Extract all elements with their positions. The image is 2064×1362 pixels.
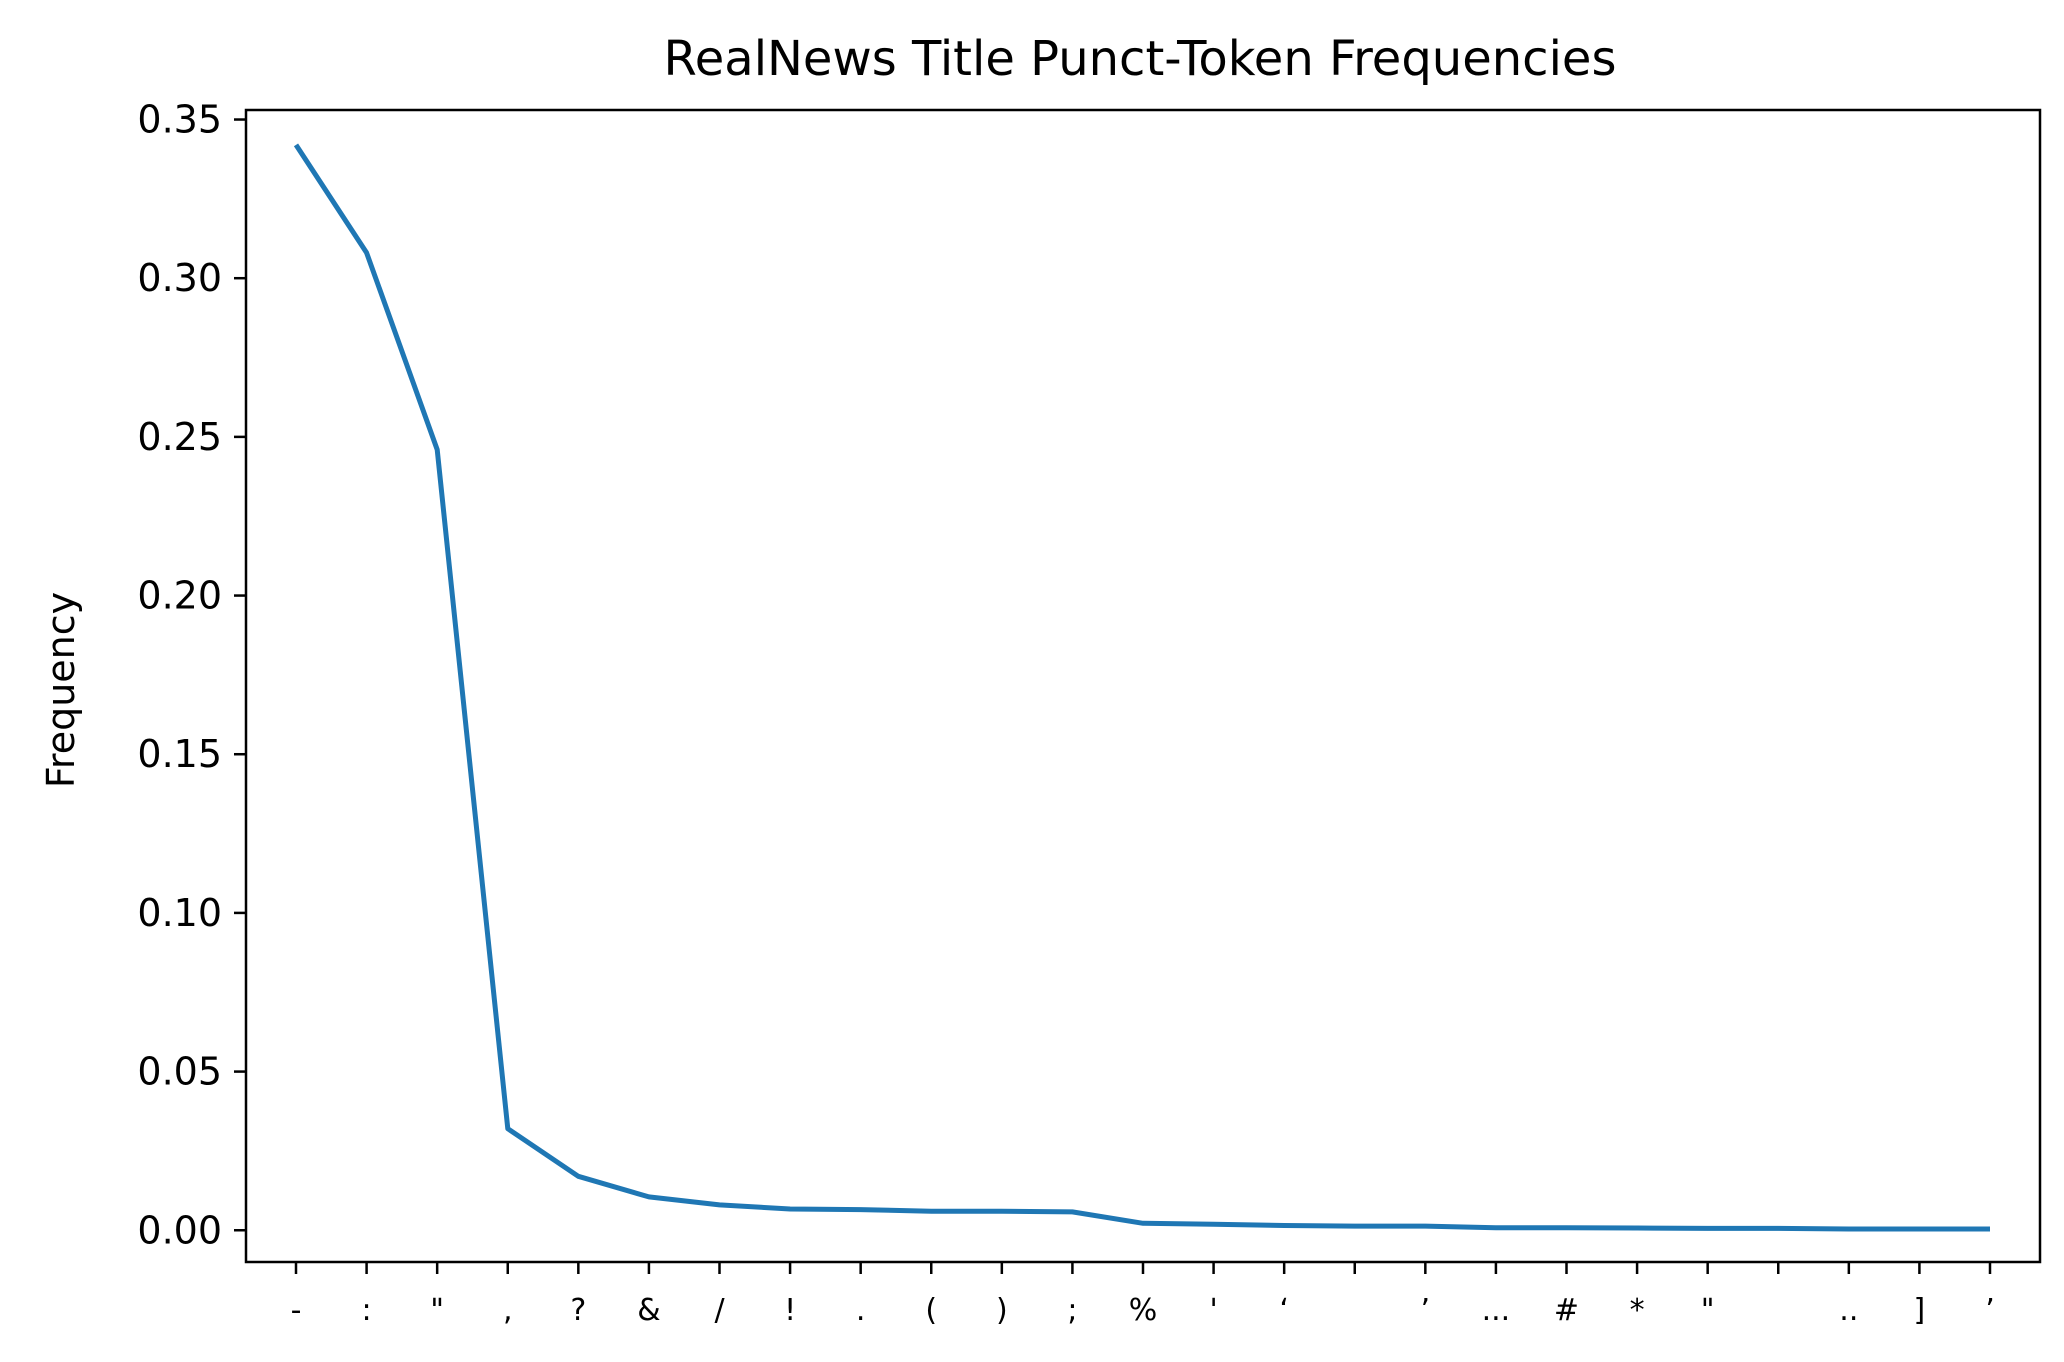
x-tick-label: :	[362, 1293, 372, 1328]
y-tick-label: 0.10	[137, 891, 222, 935]
x-tick-label: ..	[1839, 1293, 1858, 1328]
y-tick-label: 0.00	[137, 1208, 222, 1252]
x-tick-label: -	[291, 1293, 302, 1328]
y-tick-label: 0.05	[137, 1050, 222, 1094]
plot-series	[293, 143, 1990, 1232]
y-axis: 0.00 0.05 0.10 0.15 0.20 0.25 0.30 0.35	[137, 98, 246, 1252]
x-tick-label: !	[784, 1293, 796, 1328]
x-tick-label: ,	[503, 1293, 513, 1328]
x-tick-label: ’	[1985, 1293, 1995, 1328]
y-tick-label: 0.20	[137, 574, 222, 618]
series-line	[293, 143, 1990, 1232]
x-tick-label: ’	[1421, 1293, 1431, 1328]
x-tick-label: #	[1554, 1293, 1579, 1328]
x-tick-label: &	[637, 1293, 660, 1328]
x-tick-label: '	[1209, 1293, 1217, 1328]
y-axis-label: Frequency	[39, 592, 83, 788]
x-tick-label: ;	[1067, 1293, 1077, 1328]
chart-title: RealNews Title Punct-Token Frequencies	[664, 31, 1617, 87]
y-tick-label: 0.35	[137, 98, 222, 142]
y-tick-label: 0.25	[137, 415, 222, 459]
x-tick-label: )	[996, 1293, 1008, 1328]
x-tick-label: *	[1630, 1293, 1645, 1328]
x-tick-label: ‘	[1279, 1293, 1289, 1328]
x-axis: -: ",? & /!. ();% ' ‘ ’... # * "..] ’	[291, 1262, 1995, 1328]
x-tick-label: ...	[1482, 1293, 1511, 1328]
y-tick-label: 0.15	[137, 732, 222, 776]
x-tick-label: ]	[1914, 1293, 1926, 1328]
x-tick-label: /	[714, 1293, 725, 1328]
x-tick-label: .	[856, 1293, 866, 1328]
x-tick-label: (	[925, 1293, 937, 1328]
x-tick-label: "	[1701, 1293, 1715, 1328]
plot-frame	[244, 108, 2042, 1264]
x-tick-label: %	[1129, 1293, 1158, 1328]
x-tick-label: "	[430, 1293, 444, 1328]
x-tick-label: ?	[570, 1293, 586, 1328]
y-tick-label: 0.30	[137, 256, 222, 300]
